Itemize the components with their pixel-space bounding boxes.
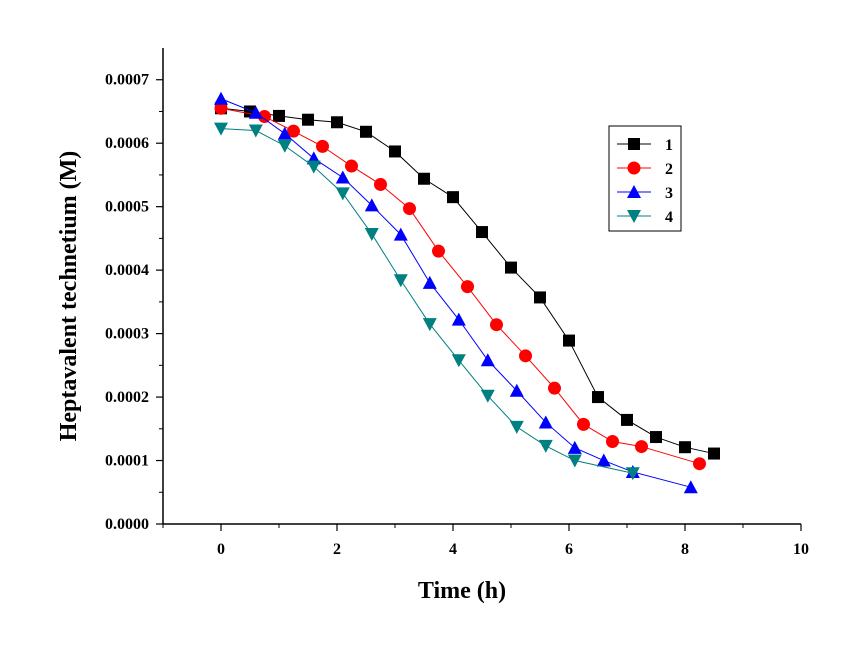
series-line	[220, 107, 700, 465]
y-axis-title: Heptavalent technetium (M)	[56, 151, 82, 442]
data-point	[577, 417, 590, 431]
legend-item: 2	[617, 161, 673, 178]
data-point	[635, 440, 648, 454]
data-point	[708, 447, 720, 460]
data-point	[567, 440, 582, 454]
x-tick-label: 4	[449, 541, 457, 558]
data-point	[476, 226, 488, 239]
y-tick-label: 0.0002	[105, 389, 149, 406]
data-point	[393, 227, 408, 241]
y-tick-label: 0.0003	[105, 326, 149, 343]
legend-marker	[627, 210, 641, 223]
legend-item: 1	[617, 137, 673, 154]
x-tick-label: 0	[217, 541, 225, 558]
y-tick-label: 0.0007	[105, 72, 149, 89]
data-point	[432, 244, 445, 258]
data-point	[538, 439, 553, 453]
axes: 0 2 4 6 8 10 0.0000 0.0001 0.0002 0.0003 0.0004 0.0…	[105, 48, 809, 558]
x-axis-title: Time (h)	[418, 578, 506, 604]
data-point	[214, 101, 228, 115]
data-point	[596, 453, 611, 467]
data-point	[374, 177, 387, 191]
data-point	[509, 383, 524, 397]
data-point	[418, 172, 430, 185]
data-point	[592, 391, 604, 404]
data-point	[335, 170, 350, 184]
y-tick-label: 0.0001	[105, 453, 149, 470]
data-point	[214, 91, 228, 105]
data-point	[451, 354, 466, 368]
data-point	[447, 191, 459, 204]
data-point	[214, 122, 228, 136]
data-point	[422, 275, 437, 289]
data-point	[480, 353, 495, 367]
series-2	[214, 101, 706, 471]
data-point	[451, 312, 466, 326]
data-point	[650, 431, 662, 444]
x-tick-label: 10	[793, 541, 809, 558]
data-point	[287, 124, 300, 138]
legend-label: 1	[665, 137, 673, 154]
x-tick-label: 6	[565, 541, 573, 558]
data-point	[364, 227, 379, 241]
legend-item: 3	[617, 185, 673, 202]
data-point	[422, 318, 437, 332]
legend-marker	[627, 185, 641, 198]
data-point	[389, 145, 401, 158]
data-point	[393, 274, 408, 288]
data-point	[505, 261, 517, 274]
data-point	[248, 105, 263, 119]
legend-label: 3	[665, 185, 673, 202]
data-point	[509, 420, 524, 434]
data-point	[345, 159, 358, 173]
data-point	[606, 434, 619, 448]
data-point	[360, 125, 372, 138]
data-point	[567, 454, 582, 468]
y-tick-label: 0.0004	[105, 262, 149, 279]
legend-marker	[627, 161, 641, 175]
series-4	[214, 122, 640, 481]
data-point	[331, 116, 343, 129]
data-point	[248, 124, 263, 138]
data-point	[258, 110, 271, 124]
data-point	[548, 381, 561, 395]
data-point	[480, 389, 495, 403]
data-point	[519, 349, 532, 363]
y-tick-label: 0.0000	[105, 516, 149, 533]
legend-item: 4	[617, 209, 673, 226]
legend: 1 2 3 4	[608, 125, 682, 232]
data-point	[490, 318, 503, 332]
data-point	[538, 415, 553, 429]
legend-label: 4	[665, 209, 673, 226]
y-tick-label: 0.0005	[105, 199, 149, 216]
data-point	[534, 291, 546, 304]
data-point	[277, 126, 292, 140]
x-tick-label: 2	[333, 541, 341, 558]
data-point	[403, 202, 416, 216]
data-point	[683, 480, 698, 494]
legend-marker	[628, 138, 640, 150]
series-line	[220, 98, 691, 488]
y-tick-label: 0.0006	[105, 135, 149, 152]
data-point	[277, 139, 292, 153]
data-point	[625, 467, 640, 481]
data-point	[273, 109, 285, 122]
plot-series	[214, 91, 720, 494]
data-point	[563, 334, 575, 347]
data-point	[621, 413, 633, 426]
data-point	[461, 280, 474, 294]
legend-label: 2	[665, 161, 673, 178]
data-point	[335, 187, 350, 201]
data-point	[364, 198, 379, 212]
data-point	[693, 457, 706, 471]
data-point	[679, 441, 691, 454]
data-point	[306, 160, 321, 174]
data-point	[302, 113, 314, 126]
x-tick-label: 8	[681, 541, 689, 558]
data-point	[316, 139, 329, 153]
